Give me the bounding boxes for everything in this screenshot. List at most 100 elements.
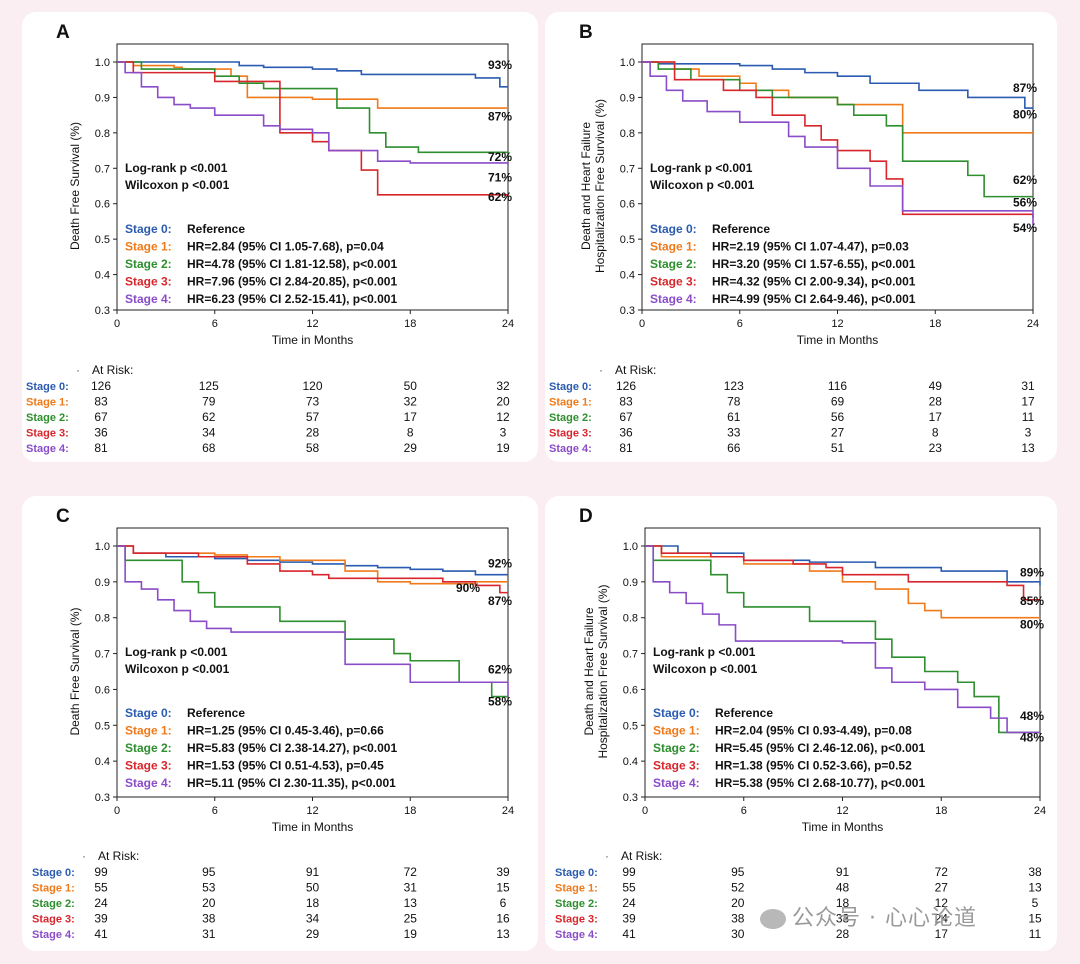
at-risk-count: 91	[836, 865, 850, 879]
at-risk-count: 83	[619, 395, 633, 409]
km-curve-stage-0	[642, 61, 1033, 109]
at-risk-bullet: ·	[82, 849, 86, 863]
test-statistic: Log-rank p <0.001	[653, 645, 756, 659]
at-risk-title: At Risk:	[98, 849, 139, 863]
km-curve-stage-2	[642, 61, 1033, 198]
km-curve-stage-4	[117, 61, 509, 165]
at-risk-count: 72	[404, 865, 418, 879]
at-risk-count: 79	[202, 395, 216, 409]
x-tick-label: 18	[404, 805, 416, 817]
y-tick-label: 0.7	[95, 649, 110, 661]
x-tick-label: 0	[642, 805, 648, 817]
at-risk-stage-label: Stage 4:	[32, 929, 75, 941]
at-risk-count: 99	[94, 865, 108, 879]
end-value-label: 48%	[1020, 709, 1044, 723]
at-risk-stage-label: Stage 4:	[549, 443, 592, 455]
hr-value: HR=4.32 (95% CI 2.00-9.34), p<0.001	[712, 275, 916, 289]
hr-stage-label: Stage 4:	[650, 292, 697, 306]
at-risk-count: 33	[836, 912, 850, 926]
km-curve-stage-2	[117, 61, 509, 162]
km-curve-stage-3	[117, 61, 509, 197]
at-risk-count: 38	[731, 912, 745, 926]
at-risk-stage-label: Stage 0:	[549, 381, 592, 393]
hr-stage-label: Stage 2:	[125, 257, 172, 271]
at-risk-count: 39	[94, 912, 108, 926]
panel-d: D 0.3 0.4 0.5 0.6 0.7 0.8 0.9 1.0 0 6 12 18 24 Time in…	[545, 496, 1057, 951]
panel-label: A	[56, 22, 70, 43]
at-risk-count: 36	[619, 426, 633, 440]
km-curve-stage-4	[645, 545, 1040, 734]
km-curve-stage-1	[117, 61, 508, 109]
at-risk-count: 81	[619, 441, 633, 455]
y-tick-label: 0.3	[95, 792, 110, 804]
at-risk-stage-label: Stage 2:	[555, 898, 598, 910]
at-risk-count: 49	[929, 379, 943, 393]
at-risk-count: 28	[929, 395, 943, 409]
hr-value: HR=2.04 (95% CI 0.93-4.49), p=0.08	[715, 724, 912, 738]
at-risk-bullet: ·	[605, 849, 609, 863]
hr-value: HR=1.25 (95% CI 0.45-3.46), p=0.66	[187, 724, 384, 738]
at-risk-count: 8	[932, 426, 939, 440]
x-tick-label: 24	[502, 318, 514, 330]
at-risk-count: 12	[935, 896, 949, 910]
at-risk-count: 28	[836, 927, 850, 941]
at-risk-stage-label: Stage 3:	[549, 428, 592, 440]
at-risk-count: 11	[1029, 927, 1042, 941]
y-tick-label: 0.9	[95, 577, 110, 589]
at-risk-count: 61	[727, 410, 741, 424]
panel-a: A 0.3 0.4 0.5 0.6 0.7 0.8 0.9 1.0 0 6 12 18 24 Time in…	[22, 12, 538, 462]
at-risk-count: 39	[622, 912, 636, 926]
end-value-label: 62%	[488, 662, 512, 676]
hr-value: HR=4.78 (95% CI 1.81-12.58), p<0.001	[187, 257, 397, 271]
at-risk-title: At Risk:	[615, 363, 656, 377]
y-axis-label: Death and Heart Failure	[582, 607, 596, 735]
y-tick-label: 0.4	[623, 756, 638, 768]
hr-value: HR=1.53 (95% CI 0.51-4.53), p=0.45	[187, 759, 384, 773]
at-risk-count: 55	[622, 881, 636, 895]
at-risk-count: 48	[836, 881, 850, 895]
at-risk-count: 57	[306, 410, 320, 424]
y-tick-label: 0.9	[620, 92, 635, 104]
at-risk-count: 34	[202, 426, 216, 440]
at-risk-count: 24	[94, 896, 108, 910]
at-risk-count: 62	[202, 410, 216, 424]
at-risk-stage-label: Stage 0:	[32, 867, 75, 879]
at-risk-count: 25	[404, 912, 418, 926]
at-risk-count: 120	[302, 379, 322, 393]
at-risk-stage-label: Stage 4:	[555, 929, 598, 941]
panel-label: D	[579, 506, 593, 527]
at-risk-count: 3	[1025, 426, 1032, 440]
y-tick-label: 0.7	[95, 163, 110, 175]
y-tick-label: 1.0	[620, 57, 635, 69]
at-risk-count: 17	[404, 410, 418, 424]
y-axis-label: Death Free Survival (%)	[68, 122, 82, 250]
y-tick-label: 0.3	[623, 792, 638, 804]
at-risk-stage-label: Stage 1:	[32, 883, 75, 895]
x-tick-label: 12	[306, 318, 318, 330]
x-tick-label: 0	[639, 318, 645, 330]
at-risk-count: 24	[935, 912, 949, 926]
at-risk-count: 18	[836, 896, 850, 910]
y-tick-label: 0.4	[95, 270, 110, 282]
at-risk-count: 15	[1028, 912, 1042, 926]
at-risk-count: 126	[616, 379, 636, 393]
at-risk-count: 78	[727, 395, 741, 409]
at-risk-count: 33	[727, 426, 741, 440]
at-risk-count: 15	[496, 881, 510, 895]
at-risk-count: 29	[306, 927, 320, 941]
end-value-label: 89%	[1020, 565, 1044, 579]
at-risk-count: 31	[404, 881, 418, 895]
at-risk-stage-label: Stage 3:	[26, 428, 69, 440]
at-risk-stage-label: Stage 3:	[32, 914, 75, 926]
x-axis-label: Time in Months	[802, 820, 884, 834]
km-curve-stage-0	[117, 61, 508, 88]
y-tick-label: 0.6	[623, 684, 638, 696]
y-tick-label: 0.5	[95, 234, 110, 246]
wechat-icon	[760, 909, 786, 929]
end-value-label: 87%	[488, 109, 512, 123]
at-risk-count: 58	[306, 441, 320, 455]
x-axis-label: Time in Months	[272, 333, 354, 347]
end-value-label: 54%	[1013, 221, 1037, 235]
panel-background	[545, 12, 1057, 462]
